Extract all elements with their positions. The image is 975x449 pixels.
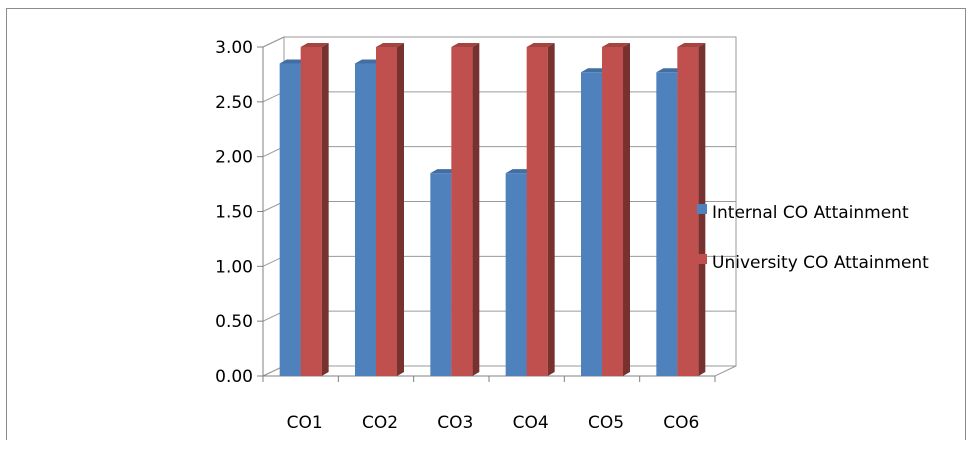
bar-front [581, 72, 602, 377]
bar-front [451, 47, 473, 376]
y-tick-label: 3.00 [215, 38, 253, 58]
y-tick-label: 2.00 [215, 148, 253, 168]
bars [279, 43, 706, 377]
legend-swatch-internal [697, 204, 707, 214]
bar-side [397, 43, 404, 376]
bar-co2-university [376, 43, 404, 376]
bar-top [602, 43, 630, 47]
legend-label-university: University CO Attainment [712, 253, 929, 273]
bar-co6-university [677, 43, 706, 376]
bar-front [355, 63, 376, 376]
x-tick-label-co3: CO3 [437, 413, 473, 433]
legend-item-university: University CO Attainment [697, 253, 929, 273]
legend-item-internal: Internal CO Attainment [697, 203, 909, 223]
gridline [262, 36, 736, 48]
y-tick-label: 0.50 [215, 312, 253, 332]
bar-co3-university [451, 43, 480, 376]
bar-top [526, 43, 555, 47]
x-axis-ticks: CO1 CO2 CO3 CO4 CO5 CO6 [287, 413, 700, 433]
bar-front [656, 72, 678, 377]
y-tick-label: 0.00 [215, 367, 253, 387]
bar-side [321, 43, 329, 376]
legend-label-internal: Internal CO Attainment [712, 203, 909, 223]
bar-front [602, 47, 623, 376]
x-tick-label-co4: CO4 [513, 413, 549, 433]
bar-side [472, 43, 480, 376]
bar-top [300, 43, 329, 47]
bar-top [677, 43, 706, 47]
bar-front [300, 47, 322, 376]
bar-top [376, 43, 404, 47]
legend: Internal CO Attainment University CO Att… [697, 203, 929, 273]
bar-front [677, 47, 699, 376]
bar-side [547, 43, 555, 376]
legend-swatch-university [697, 254, 707, 264]
bar-front [505, 173, 527, 376]
axes [257, 46, 716, 382]
y-tick-label: 1.00 [215, 257, 253, 277]
bar-front [526, 47, 548, 376]
y-axis-ticks: 0.00 0.50 1.00 1.50 2.00 2.50 3.00 [215, 38, 253, 387]
bar-front [279, 63, 301, 376]
bar-top [451, 43, 480, 47]
bar-side [623, 43, 630, 376]
bar-co5-university [602, 43, 630, 376]
x-tick-label-co1: CO1 [287, 413, 323, 433]
y-tick-label: 2.50 [215, 93, 253, 113]
chart-frame [6, 8, 966, 440]
bar-front [376, 47, 397, 376]
x-tick-label-co5: CO5 [588, 413, 624, 433]
x-tick-label-co6: CO6 [663, 413, 699, 433]
bar-co1-university [300, 43, 329, 376]
x-tick-label-co2: CO2 [362, 413, 398, 433]
bar-front [430, 173, 452, 376]
y-tick-label: 1.50 [215, 203, 253, 223]
bar-co4-university [526, 43, 555, 376]
